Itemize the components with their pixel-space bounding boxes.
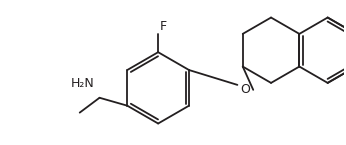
Text: O: O xyxy=(240,83,250,96)
Text: H₂N: H₂N xyxy=(71,77,94,90)
Text: F: F xyxy=(160,20,167,33)
